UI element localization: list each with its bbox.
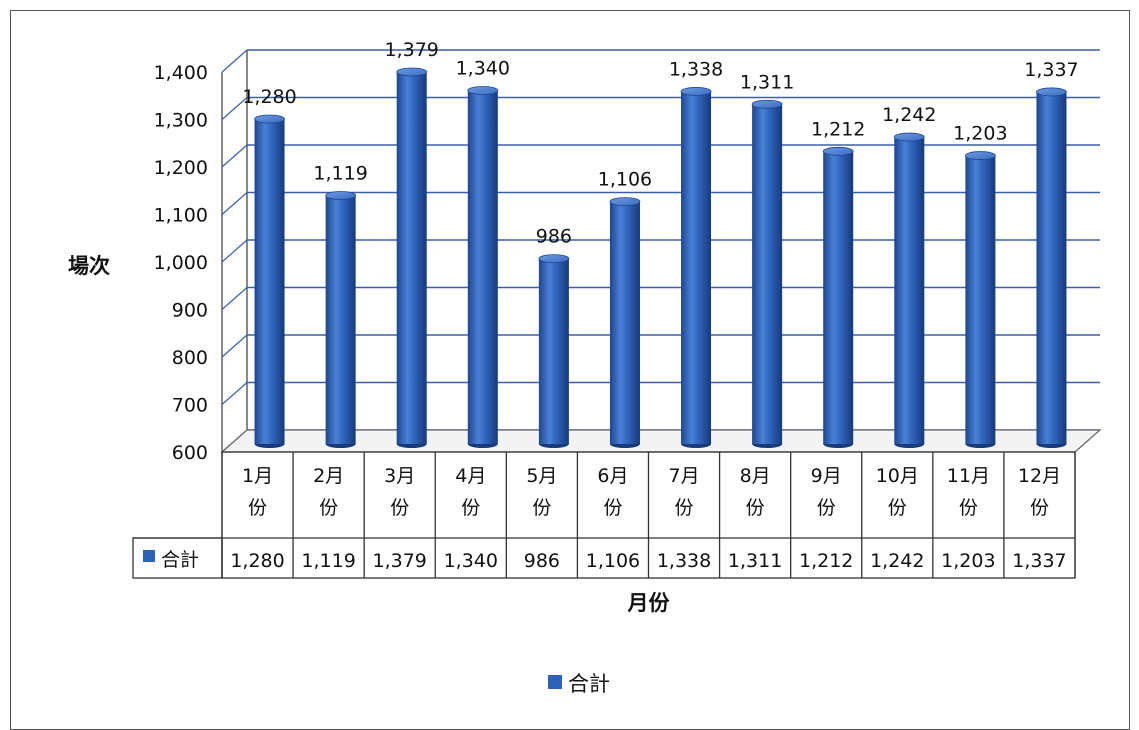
y-tick-label: 800 [172, 347, 208, 369]
data-table: 1月份 1,280 2月份 1,119 3月份 1,379 4月份 1,340 5月份 986 6月… [132, 451, 1076, 579]
category-label: 11月 [947, 465, 990, 487]
category-label: 5月 [526, 465, 557, 487]
table-value: 1,212 [799, 550, 853, 572]
category-label: 4月 [455, 465, 486, 487]
grid-lines [220, 49, 1102, 453]
category-label-line2: 份 [319, 497, 338, 519]
data-label: 1,212 [811, 118, 865, 140]
category-label: 8月 [740, 465, 771, 487]
category-label-line2: 份 [959, 497, 978, 519]
data-label: 1,242 [882, 104, 936, 126]
data-label: 1,340 [456, 58, 510, 80]
data-label: 1,379 [385, 39, 439, 61]
y-tick-label: 700 [172, 395, 208, 417]
bars: 1,280 1,119 1,379 1,340 986 1,106 1,338 1,311 1,… [242, 39, 1079, 448]
bar-9 [822, 146, 854, 448]
bar-1 [254, 114, 285, 448]
category-label-line2: 份 [746, 497, 765, 519]
data-label: 1,338 [669, 58, 723, 80]
table-value: 1,242 [870, 550, 924, 572]
table-value: 1,119 [301, 550, 355, 572]
data-label: 1,337 [1024, 59, 1078, 81]
y-tick-label: 600 [172, 442, 208, 464]
table-value: 1,337 [1012, 550, 1066, 572]
bar-6 [609, 197, 641, 448]
bar-11 [964, 151, 996, 448]
bar-5 [538, 254, 570, 448]
y-axis: 600 700 800 900 1,000 1,100 1,200 1,300 1,400 [154, 62, 223, 464]
table-value: 1,280 [230, 550, 284, 572]
category-label-line2: 份 [390, 497, 409, 519]
gridline-side [221, 287, 248, 310]
table-value: 1,311 [728, 550, 782, 572]
bar-3 [396, 67, 428, 448]
gridline-side [221, 334, 248, 358]
gridline-side [221, 239, 248, 263]
y-axis-title: 場次 [68, 254, 110, 278]
table-value: 1,338 [657, 550, 711, 572]
chart-frame [10, 10, 1130, 730]
category-label-line2: 份 [461, 497, 480, 519]
category-label-line2: 份 [888, 497, 907, 519]
data-label: 986 [536, 226, 572, 248]
bar-12 [1036, 87, 1067, 448]
y-tick-label: 1,000 [154, 252, 208, 274]
gridline-side [221, 144, 248, 168]
data-label: 1,106 [598, 169, 652, 191]
data-label: 1,119 [313, 162, 367, 184]
category-label-line2: 份 [675, 497, 694, 519]
gridline-side [221, 192, 248, 215]
bar-7 [680, 87, 712, 448]
category-label: 2月 [313, 465, 344, 487]
table-value: 1,106 [586, 550, 640, 572]
data-label: 1,311 [740, 71, 794, 93]
table-value: 1,379 [373, 550, 427, 572]
y-tick-label: 1,200 [154, 157, 208, 179]
table-series-swatch [143, 550, 155, 562]
x-axis-title: 月份 [627, 591, 671, 615]
category-label: 9月 [811, 465, 842, 487]
table-value: 1,203 [941, 550, 995, 572]
category-label-line2: 份 [248, 497, 267, 519]
category-label: 1月 [242, 465, 273, 487]
table-series-name: 合計 [161, 549, 199, 571]
y-tick-label: 900 [172, 300, 208, 322]
gridline-side [221, 49, 248, 73]
category-label-line2: 份 [532, 497, 551, 519]
category-label: 12月 [1018, 465, 1061, 487]
y-tick-label: 1,300 [154, 110, 208, 132]
bar-10 [893, 132, 925, 448]
bar-8 [751, 99, 783, 448]
legend-label-he-ji: 合計 [568, 672, 610, 696]
legend: 合計 [548, 672, 610, 696]
bar-4 [467, 86, 499, 448]
category-label: 3月 [384, 465, 415, 487]
table-value: 1,340 [444, 550, 498, 572]
gridline-side [221, 97, 248, 120]
legend-swatch-he-ji [548, 675, 562, 689]
bar-2 [325, 191, 357, 448]
category-label-line2: 份 [1030, 497, 1049, 519]
data-label: 1,203 [953, 123, 1007, 145]
category-label: 6月 [597, 465, 628, 487]
category-label-line2: 份 [817, 497, 836, 519]
category-label-line2: 份 [603, 497, 622, 519]
y-tick-label: 1,400 [154, 62, 208, 84]
gridline-side [221, 382, 248, 405]
data-label: 1,280 [242, 86, 296, 108]
y-tick-label: 1,100 [154, 205, 208, 227]
table-value: 986 [524, 550, 560, 572]
category-label: 7月 [668, 465, 699, 487]
category-label: 10月 [876, 465, 919, 487]
